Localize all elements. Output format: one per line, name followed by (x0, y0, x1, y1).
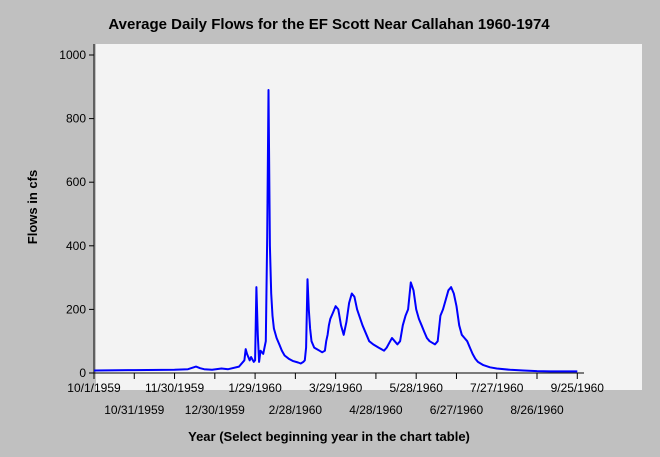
y-tick-label: 600 (66, 175, 86, 189)
y-tick-label: 1000 (59, 48, 86, 62)
plot-area (96, 44, 642, 390)
y-tick-label: 200 (66, 302, 86, 316)
x-axis-label: Year (Select beginning year in the chart… (188, 429, 470, 444)
y-tick-label: 800 (66, 112, 86, 126)
x-tick-label: 7/27/1960 (470, 381, 524, 395)
x-tick-label: 11/30/1959 (145, 381, 204, 395)
x-tick-label: 6/27/1960 (430, 403, 484, 417)
x-tick-label: 8/26/1960 (510, 403, 564, 417)
x-tick-label: 5/28/1960 (389, 381, 443, 395)
x-tick-label: 9/25/1960 (551, 381, 605, 395)
y-axis-label: Flows in cfs (25, 170, 40, 244)
x-tick-label: 2/28/1960 (269, 403, 323, 417)
series-line (93, 89, 578, 373)
x-tick-label: 12/30/1959 (185, 403, 245, 417)
chart-title: Average Daily Flows for the EF Scott Nea… (108, 16, 550, 33)
y-tick-label: 400 (66, 239, 86, 253)
x-tick-label: 3/29/1960 (309, 381, 363, 395)
x-tick-label: 10/31/1959 (104, 403, 164, 417)
x-tick-label: 1/29/1960 (228, 381, 282, 395)
x-tick-label: 4/28/1960 (349, 403, 403, 417)
y-tick-label: 0 (79, 366, 86, 380)
x-tick-label: 10/1/1959 (67, 381, 121, 395)
